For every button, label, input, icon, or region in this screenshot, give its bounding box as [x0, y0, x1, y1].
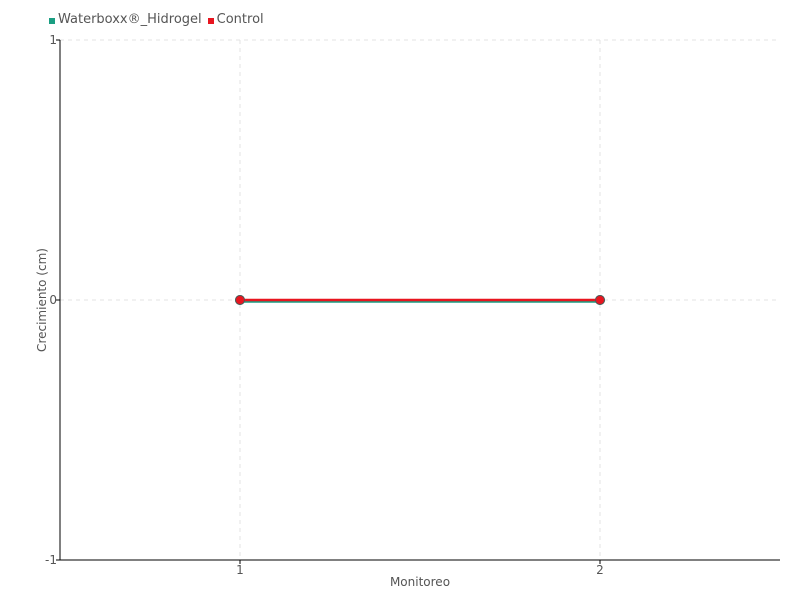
legend-swatch	[49, 18, 55, 24]
y-tick-label: -1	[45, 553, 57, 567]
data-point	[595, 295, 605, 305]
x-axis-label: Monitoreo	[390, 575, 450, 589]
x-tick-label: 2	[596, 563, 604, 577]
legend-item-control[interactable]: Control	[207, 12, 264, 27]
legend-label: Waterboxx®_Hidrogel	[58, 12, 202, 27]
legend: Waterboxx®_Hidrogel Control	[49, 12, 264, 27]
data-point	[235, 295, 245, 305]
y-tick-label: 0	[49, 293, 57, 307]
y-axis-label: Crecimiento (cm)	[35, 248, 49, 352]
x-tick-label: 1	[236, 563, 244, 577]
legend-item-waterboxx[interactable]: Waterboxx®_Hidrogel	[49, 12, 202, 27]
y-tick-label: 1	[49, 33, 57, 47]
legend-swatch	[207, 18, 214, 24]
legend-label: Control	[216, 12, 264, 27]
